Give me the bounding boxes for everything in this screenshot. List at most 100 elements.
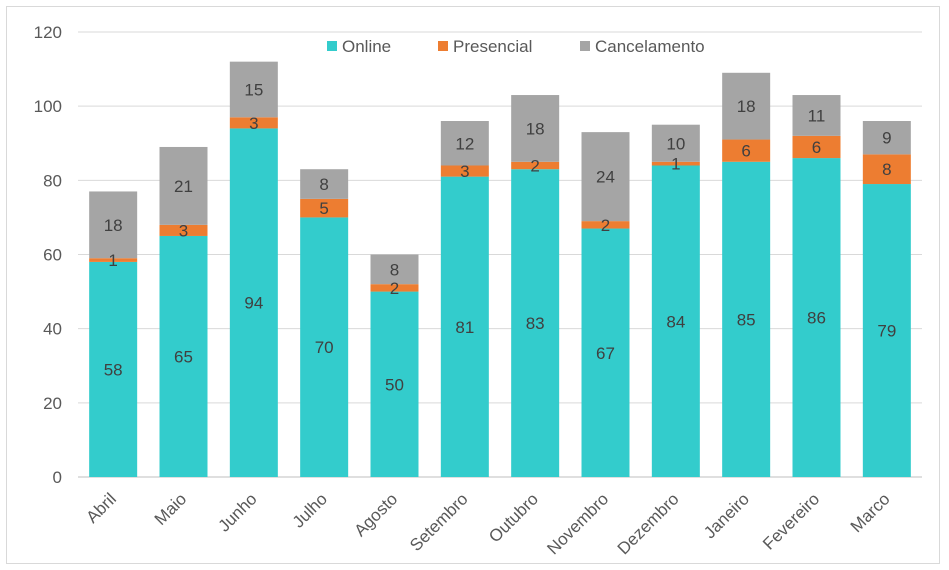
bar-cancelamento-marco	[862, 121, 911, 155]
category-label: Janeiro	[700, 489, 753, 542]
bar-online-marco	[862, 184, 911, 477]
bar-presencial-novembro	[581, 221, 630, 229]
bar-presencial-janeiro	[722, 139, 771, 162]
data-label-presencial: 8	[882, 160, 891, 179]
data-label-cancelamento: 11	[808, 106, 826, 125]
y-tick-label: 60	[43, 246, 62, 265]
data-label-cancelamento: 15	[244, 80, 263, 99]
data-label-cancelamento: 18	[737, 97, 756, 116]
category-label: Junho	[214, 489, 260, 535]
bar-online-agosto	[370, 291, 419, 477]
bars	[89, 61, 911, 478]
data-label-presencial: 3	[179, 221, 188, 240]
data-label-cancelamento: 24	[596, 168, 615, 187]
bar-online-janeiro	[722, 161, 771, 477]
data-label-presencial: 5	[319, 199, 328, 218]
bar-cancelamento-setembro	[440, 121, 489, 166]
bar-presencial-abril	[89, 258, 138, 262]
category-label: Maio	[151, 489, 190, 528]
data-label-cancelamento: 8	[319, 175, 328, 194]
bar-presencial-setembro	[440, 165, 489, 177]
data-label-online: 85	[737, 310, 756, 329]
bar-online-abril	[89, 261, 138, 477]
category-label: Abril	[83, 489, 120, 526]
bar-cancelamento-agosto	[370, 254, 419, 285]
category-label: Novembro	[543, 489, 612, 558]
y-tick-label: 40	[43, 320, 62, 339]
data-label-presencial: 3	[460, 162, 469, 181]
category-label: Agosto	[350, 489, 401, 540]
bar-presencial-dezembro	[651, 161, 700, 166]
bar-cancelamento-fevereiro	[792, 95, 841, 136]
bar-presencial-outubro	[511, 161, 560, 170]
x-axis: Abril Maio Junho Julho Agosto Setembro Outubro…	[83, 489, 894, 558]
category-label: Fevereiro	[759, 489, 823, 553]
bar-cancelamento-maio	[159, 146, 208, 225]
bar-online-dezembro	[651, 165, 700, 477]
legend-swatch	[580, 41, 590, 51]
data-label-online: 58	[104, 360, 123, 379]
category-label: Dezembro	[614, 489, 683, 558]
bar-online-julho	[300, 217, 349, 477]
data-label-cancelamento: 18	[526, 119, 545, 138]
bar-online-maio	[159, 235, 208, 477]
bar-cancelamento-julho	[300, 169, 349, 199]
y-axis: 0 20 40 60 80 100 120	[34, 23, 62, 487]
legend-label: Cancelamento	[595, 37, 705, 56]
y-tick-label: 0	[53, 468, 62, 487]
bar-cancelamento-outubro	[511, 95, 560, 162]
data-label-online: 84	[666, 312, 685, 331]
data-label-presencial: 2	[390, 279, 399, 298]
legend-label: Online	[342, 37, 391, 56]
data-label-cancelamento: 8	[390, 260, 399, 279]
bar-cancelamento-dezembro	[651, 124, 700, 162]
data-labels: 5811865321943157058502881312832186722484…	[104, 80, 897, 394]
category-label: Outubro	[485, 489, 542, 546]
data-label-online: 79	[877, 322, 896, 341]
data-label-cancelamento: 18	[104, 216, 123, 235]
legend-swatch	[438, 41, 448, 51]
legend-item-presencial: Presencial	[438, 37, 532, 56]
data-label-cancelamento: 21	[174, 177, 193, 196]
legend-item-online: Online	[327, 37, 391, 56]
data-label-presencial: 1	[671, 155, 680, 174]
category-label: Julho	[289, 489, 331, 531]
legend-swatch	[327, 41, 337, 51]
data-label-online: 81	[455, 318, 474, 337]
bar-presencial-junho	[229, 117, 278, 129]
data-label-online: 67	[596, 344, 615, 363]
category-label: Setembro	[406, 489, 472, 555]
bar-presencial-maio	[159, 224, 208, 236]
data-label-online: 65	[174, 347, 193, 366]
data-label-presencial: 2	[601, 216, 610, 235]
bar-cancelamento-novembro	[581, 132, 630, 222]
data-label-presencial: 1	[108, 251, 117, 270]
data-label-online: 83	[526, 314, 545, 333]
bar-cancelamento-janeiro	[722, 72, 771, 140]
data-label-presencial: 2	[530, 157, 539, 176]
gridlines	[78, 31, 922, 478]
category-label: Marco	[847, 489, 894, 536]
bar-online-novembro	[581, 228, 630, 477]
bar-cancelamento-junho	[229, 61, 278, 118]
data-label-cancelamento: 10	[666, 134, 685, 153]
bar-presencial-agosto	[370, 284, 419, 292]
data-label-online: 86	[807, 309, 826, 328]
data-label-presencial: 3	[249, 114, 258, 133]
bar-presencial-fevereiro	[792, 135, 841, 159]
y-tick-label: 100	[34, 97, 62, 116]
data-label-online: 94	[244, 294, 263, 313]
data-label-online: 50	[385, 375, 404, 394]
bar-presencial-marco	[862, 154, 911, 185]
data-label-cancelamento: 12	[455, 134, 474, 153]
bar-online-junho	[229, 128, 278, 477]
bar-online-fevereiro	[792, 158, 841, 478]
data-label-presencial: 6	[812, 138, 821, 157]
data-label-cancelamento: 9	[882, 129, 891, 148]
bar-cancelamento-abril	[89, 191, 138, 259]
legend-item-cancelamento: Cancelamento	[580, 37, 705, 56]
data-label-online: 70	[315, 338, 334, 357]
y-tick-label: 120	[34, 23, 62, 42]
legend: Online Presencial Cancelamento	[327, 37, 705, 56]
